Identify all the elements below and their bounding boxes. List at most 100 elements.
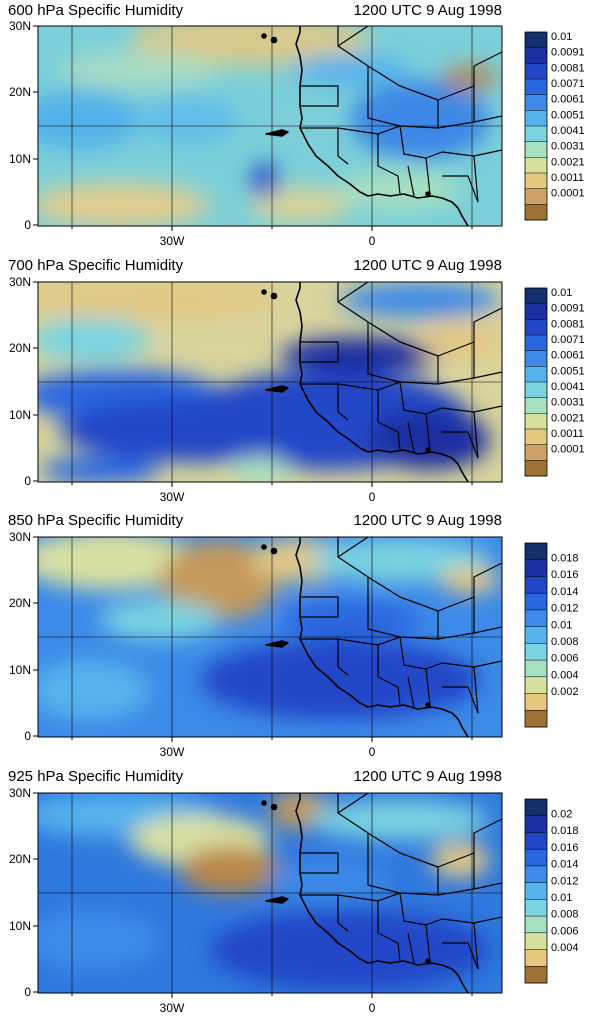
lat-tick-label: 20N (9, 341, 31, 355)
colorbar-swatch (525, 865, 547, 883)
panel-title: 925 hPa Specific Humidity (8, 768, 184, 785)
colorbar-swatch (525, 79, 547, 95)
colorbar-swatch (525, 47, 547, 64)
lon-tick-label: 0 (369, 234, 376, 248)
lat-tick-label: 20N (9, 85, 31, 99)
colorbar-swatch (525, 460, 547, 477)
colorbar-swatch (525, 543, 547, 561)
graticule (38, 26, 502, 226)
lat-tick-label: 0 (24, 474, 31, 488)
colorbar-swatch (525, 710, 547, 728)
colorbar-swatch (525, 429, 547, 445)
colorbar-swatch (525, 966, 547, 984)
colorbar-label: 0.008 (551, 909, 579, 921)
colorbar-label: 0.0061 (551, 94, 585, 106)
lat-tick-label: 10N (9, 152, 31, 166)
lon-tick-label: 0 (369, 745, 376, 759)
colorbar-swatch (525, 559, 547, 577)
colorbar-label: 0.002 (551, 686, 579, 698)
colorbar-swatch (525, 849, 547, 867)
coastlines (261, 281, 503, 483)
colorbar-swatch (525, 693, 547, 711)
colorbar-swatch (525, 366, 547, 383)
colorbar-label: 0.0051 (551, 365, 585, 377)
lon-tick-label: 30W (160, 1001, 185, 1015)
colorbar-swatch (525, 335, 547, 351)
graticule (38, 282, 502, 482)
lon-tick-label: 30W (160, 745, 185, 759)
map-border (37, 536, 503, 738)
colorbar-swatch (525, 382, 547, 398)
panel-600hpa: 600 hPa Specific Humidity 1200 UTC 9 Aug… (8, 2, 502, 226)
colorbar-swatch (525, 204, 547, 221)
colorbar-label: 0.01 (551, 619, 572, 631)
colorbar-label: 0.0071 (551, 334, 585, 346)
lat-tick-label: 30N (9, 19, 31, 33)
map-frame-0: 30N 20N 10N 0 30W 0 (9, 19, 503, 248)
colorbar-swatch (525, 643, 547, 661)
map-frame-1: 30N 20N 10N 0 30W 0 (9, 275, 503, 504)
colorbar-label: 0.01 (551, 287, 572, 299)
colorbar-label: 0.0081 (551, 318, 585, 330)
colorbar-600: 0.01 0.0091 0.0081 0.0071 0.0061 0.0051 0.0041… (524, 31, 585, 221)
lon-tick-label: 0 (369, 490, 376, 504)
colorbar-label: 0.01 (551, 31, 572, 43)
colorbar-label: 0.0091 (551, 303, 585, 315)
colorbar-swatch (525, 799, 547, 817)
map-border (37, 25, 503, 227)
colorbar-925: 0.02 0.018 0.016 0.014 0.012 0.01 0.008 0.006 0.… (524, 798, 579, 984)
panel-time: 1200 UTC 9 Aug 1998 (354, 512, 502, 529)
colorbar-label: 0.0011 (551, 172, 584, 184)
lat-tick-label: 10N (9, 919, 31, 933)
colorbar-swatch (525, 110, 547, 127)
map-frame-3: 30N 20N 10N 0 30W 0 (9, 786, 503, 1015)
colorbar-label: 0.014 (551, 859, 579, 871)
lon-tick-label: 0 (369, 1001, 376, 1015)
coastlines (261, 536, 503, 738)
colorbar-label: 0.0061 (551, 350, 585, 362)
colorbar-label: 0.0051 (551, 109, 585, 121)
panel-time: 1200 UTC 9 Aug 1998 (354, 2, 502, 19)
colorbar-swatch (525, 157, 547, 174)
colorbar-swatch (525, 350, 547, 367)
map-border (37, 281, 503, 483)
panel-time: 1200 UTC 9 Aug 1998 (354, 768, 502, 785)
colorbar-label: 0.004 (551, 669, 579, 681)
colorbar-swatch (525, 916, 547, 934)
lat-tick-label: 30N (9, 530, 31, 544)
panel-time: 1200 UTC 9 Aug 1998 (354, 257, 502, 274)
map-frame-2: 30N 20N 10N 0 30W 0 (9, 530, 503, 759)
colorbar-label: 0.0021 (551, 156, 585, 168)
colorbar-label: 0.0041 (551, 381, 585, 393)
lon-tick-label: 30W (160, 234, 185, 248)
colorbar-label: 0.0091 (551, 47, 585, 59)
colorbar-label: 0.006 (551, 925, 579, 937)
colorbar-swatch (525, 609, 547, 627)
colorbar-label: 0.012 (551, 875, 579, 887)
colorbar-label: 0.018 (551, 825, 579, 837)
graticule (38, 537, 502, 737)
colorbar-label: 0.012 (551, 603, 579, 615)
colorbar-label: 0.0041 (551, 125, 585, 137)
colorbar-swatch (525, 949, 547, 967)
lat-tick-label: 30N (9, 786, 31, 800)
colorbar-label: 0.016 (551, 569, 579, 581)
colorbar-swatch (525, 882, 547, 900)
colorbar-label: 0.0081 (551, 62, 585, 74)
lon-tick-label: 30W (160, 490, 185, 504)
coastlines (261, 792, 503, 994)
colorbar-swatch (525, 397, 547, 414)
colorbar-label: 0.016 (551, 842, 579, 854)
colorbar-swatch (525, 676, 547, 694)
colorbar-label: 0.014 (551, 586, 579, 598)
lat-tick-label: 30N (9, 275, 31, 289)
lat-tick-label: 20N (9, 852, 31, 866)
colorbar-label: 0.004 (551, 942, 579, 954)
colorbar-label: 0.0011 (551, 428, 584, 440)
colorbar-swatch (525, 319, 547, 336)
colorbar-850: 0.018 0.016 0.014 0.012 0.01 0.008 0.006 0.004 0… (524, 542, 579, 728)
colorbar-swatch (525, 63, 547, 80)
colorbar-swatch (525, 660, 547, 678)
